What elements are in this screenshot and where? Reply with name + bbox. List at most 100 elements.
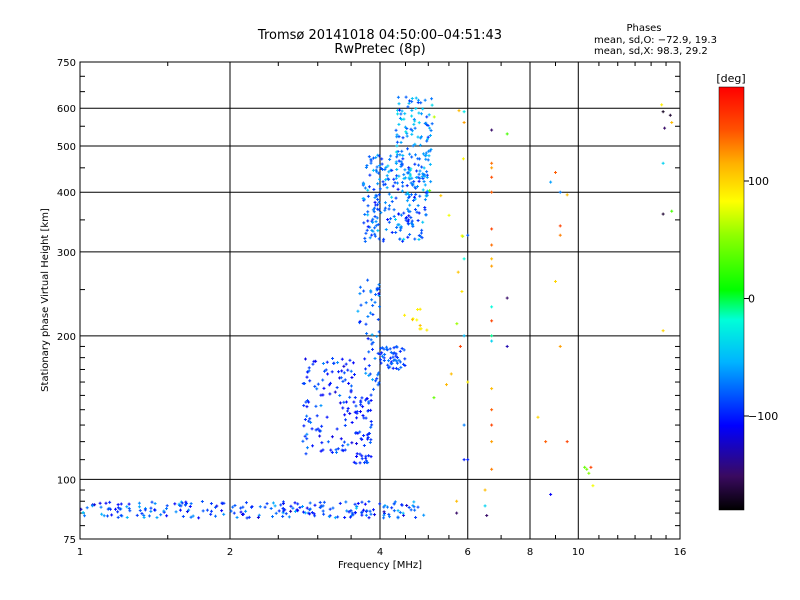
data-point bbox=[397, 212, 401, 216]
data-point bbox=[197, 516, 201, 520]
data-point bbox=[119, 513, 123, 517]
data-point bbox=[375, 334, 379, 338]
data-point bbox=[368, 236, 372, 240]
data-point bbox=[341, 379, 345, 383]
data-point bbox=[354, 404, 358, 408]
data-point bbox=[398, 360, 402, 364]
data-point bbox=[365, 332, 369, 336]
data-point bbox=[313, 384, 317, 388]
data-point bbox=[375, 170, 379, 174]
data-point bbox=[407, 167, 411, 171]
colorbar-ticks: 100 0 −100 bbox=[744, 175, 778, 423]
data-point bbox=[483, 488, 487, 492]
data-point bbox=[376, 197, 380, 201]
data-point bbox=[363, 239, 367, 243]
data-point bbox=[425, 173, 429, 177]
data-point bbox=[348, 358, 352, 362]
data-point bbox=[417, 111, 421, 115]
data-point bbox=[399, 213, 403, 217]
data-point bbox=[387, 204, 391, 208]
data-point bbox=[407, 192, 411, 196]
data-point bbox=[391, 184, 395, 188]
data-point bbox=[377, 237, 381, 241]
y-tick-label: 300 bbox=[57, 248, 76, 259]
data-point bbox=[417, 179, 421, 183]
data-point bbox=[403, 364, 407, 368]
data-point bbox=[423, 198, 427, 202]
data-point bbox=[394, 230, 398, 234]
data-point bbox=[341, 406, 345, 410]
data-point bbox=[416, 175, 420, 179]
data-point bbox=[400, 117, 404, 121]
data-point bbox=[375, 207, 379, 211]
data-point bbox=[369, 338, 373, 342]
data-point bbox=[348, 395, 352, 399]
data-point bbox=[351, 361, 355, 365]
data-point bbox=[371, 347, 375, 351]
data-point bbox=[415, 210, 419, 214]
data-point bbox=[413, 162, 417, 166]
data-point bbox=[312, 359, 316, 363]
data-point bbox=[587, 471, 591, 475]
data-point bbox=[165, 504, 169, 508]
data-point bbox=[250, 505, 254, 509]
data-point bbox=[591, 484, 595, 488]
data-point bbox=[222, 501, 226, 505]
data-point bbox=[372, 187, 376, 191]
data-point bbox=[395, 155, 399, 159]
data-point bbox=[385, 505, 389, 509]
data-point bbox=[308, 417, 312, 421]
data-point bbox=[143, 508, 147, 512]
data-point bbox=[661, 110, 665, 114]
data-point bbox=[331, 506, 335, 510]
data-point bbox=[416, 157, 420, 161]
data-point bbox=[394, 196, 398, 200]
data-point bbox=[421, 172, 425, 176]
data-point bbox=[364, 322, 368, 326]
data-point bbox=[405, 199, 409, 203]
data-point bbox=[414, 107, 418, 111]
data-point bbox=[447, 213, 451, 217]
data-point bbox=[306, 399, 310, 403]
data-points bbox=[80, 95, 674, 520]
data-point bbox=[399, 160, 403, 164]
data-point bbox=[406, 222, 410, 226]
data-point bbox=[376, 182, 380, 186]
data-point bbox=[367, 374, 371, 378]
data-point bbox=[209, 512, 213, 516]
data-point bbox=[293, 509, 297, 513]
data-point bbox=[407, 218, 411, 222]
data-point bbox=[399, 226, 403, 230]
data-point bbox=[376, 153, 380, 157]
data-point bbox=[279, 503, 283, 507]
data-point bbox=[398, 153, 402, 157]
data-point bbox=[313, 503, 317, 507]
data-point bbox=[257, 513, 261, 517]
data-point bbox=[319, 505, 323, 509]
data-point bbox=[201, 509, 205, 513]
data-point bbox=[398, 510, 402, 514]
data-point bbox=[490, 227, 494, 231]
data-point bbox=[424, 121, 428, 125]
data-point bbox=[398, 108, 402, 112]
data-point bbox=[370, 228, 374, 232]
data-point bbox=[408, 232, 412, 236]
data-point bbox=[427, 149, 431, 153]
data-point bbox=[387, 207, 391, 211]
data-point bbox=[460, 234, 464, 238]
data-point bbox=[389, 217, 393, 221]
data-point bbox=[558, 344, 562, 348]
data-point bbox=[386, 177, 390, 181]
data-point bbox=[372, 210, 376, 214]
data-point bbox=[398, 228, 402, 232]
data-point bbox=[367, 500, 371, 504]
data-point bbox=[417, 121, 421, 125]
data-point bbox=[397, 367, 401, 371]
data-point bbox=[149, 506, 153, 510]
data-point bbox=[368, 509, 372, 513]
data-point bbox=[414, 515, 418, 519]
data-point bbox=[410, 114, 414, 118]
data-point bbox=[382, 359, 386, 363]
phases-line-o: mean, sd,O: −72.9, 19.3 bbox=[594, 35, 717, 46]
